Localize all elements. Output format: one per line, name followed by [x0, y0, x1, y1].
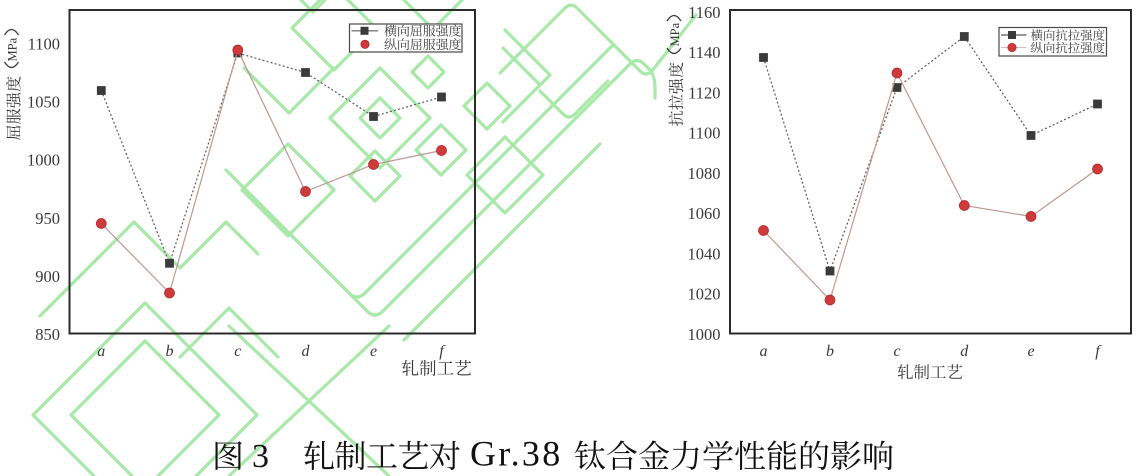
svg-text:d: d	[960, 343, 969, 360]
svg-text:1080: 1080	[688, 164, 721, 183]
svg-text:1160: 1160	[688, 3, 720, 22]
svg-text:1050: 1050	[27, 93, 60, 112]
svg-text:850: 850	[35, 325, 60, 344]
svg-text:b: b	[826, 343, 834, 360]
svg-text:c: c	[893, 343, 900, 360]
svg-text:1000: 1000	[27, 151, 60, 170]
svg-text:f: f	[1095, 343, 1102, 360]
svg-text:MPa: MPa	[6, 37, 20, 61]
svg-text:1140: 1140	[688, 43, 720, 62]
svg-text:f: f	[439, 343, 446, 360]
svg-text:a: a	[97, 343, 105, 360]
svg-text:e: e	[1027, 343, 1034, 360]
svg-text:1040: 1040	[688, 244, 721, 263]
svg-text:1060: 1060	[688, 204, 721, 223]
svg-text:1000: 1000	[688, 325, 721, 344]
svg-text:1100: 1100	[688, 124, 720, 143]
svg-text:1120: 1120	[688, 83, 720, 102]
svg-text:1020: 1020	[688, 285, 721, 304]
svg-text:c: c	[234, 343, 241, 360]
svg-text:b: b	[166, 343, 174, 360]
svg-text:e: e	[370, 343, 377, 360]
svg-text:d: d	[302, 343, 311, 360]
svg-text:900: 900	[35, 267, 60, 286]
svg-text:950: 950	[35, 209, 60, 228]
svg-text:Gr.38: Gr.38	[470, 434, 563, 474]
svg-text:1100: 1100	[28, 35, 60, 54]
svg-text:MPa: MPa	[668, 22, 682, 46]
svg-text:a: a	[760, 343, 768, 360]
svg-text:3: 3	[252, 438, 269, 475]
